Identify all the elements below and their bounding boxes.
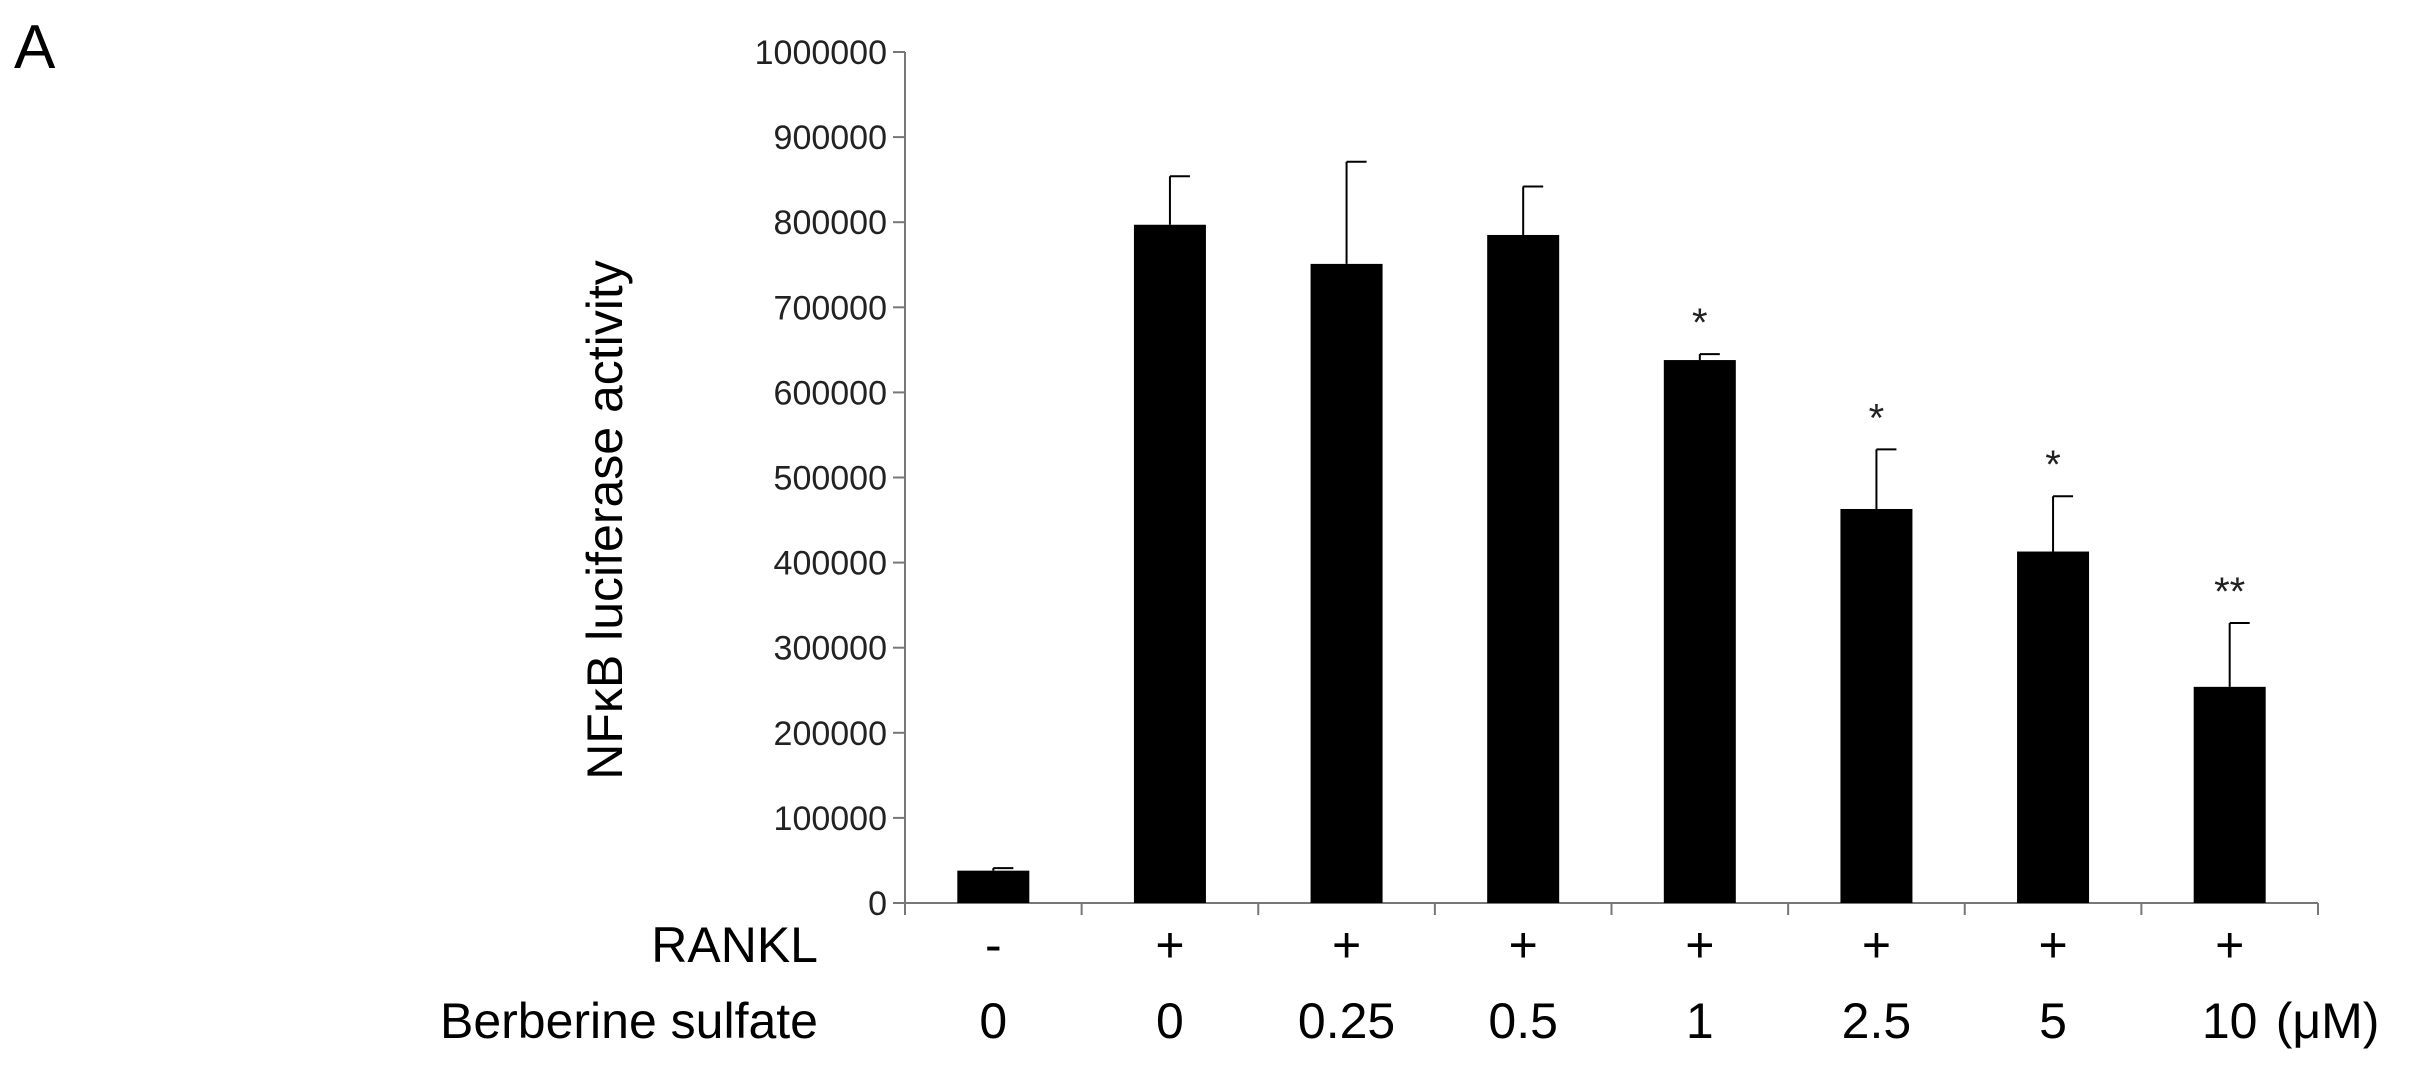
condition-value: + [1509,917,1538,973]
y-tick-label: 800000 [774,204,887,242]
condition-value: + [2215,917,2244,973]
significance-label: * [2045,443,2061,487]
condition-value: 2.5 [1842,993,1912,1049]
condition-value: + [1155,917,1184,973]
y-axis: 0 100000 200000 300000 400000 500000 600000 700… [755,34,906,923]
condition-value: 5 [2039,993,2067,1049]
condition-value: 0 [979,993,1007,1049]
y-tick-label: 500000 [774,460,887,498]
condition-value: 0 [1156,993,1184,1049]
condition-value: 1 [1686,993,1714,1049]
bar [1663,360,1736,903]
bar [1310,263,1383,903]
y-tick-label: 0 [868,885,887,923]
condition-rows: RANKL - + + + + + + + Berberine sulfate 0 0 0.25 0.5 1… [440,917,2379,1049]
condition-value: - [985,917,1002,973]
y-tick-label: 100000 [774,800,887,838]
condition-value: 10 [2202,993,2258,1049]
bar [957,870,1030,903]
condition-value: + [1332,917,1361,973]
condition-row-label: RANKL [651,917,818,973]
significance-label: * [1869,396,1885,440]
condition-value: + [1685,917,1714,973]
y-tick-label: 200000 [774,715,887,753]
bar [2193,686,2266,903]
panel-label: A [14,13,56,82]
y-tick-label: 900000 [774,119,887,157]
y-tick-label: 600000 [774,374,887,412]
y-tick-label: 1000000 [755,34,887,72]
bars [957,224,2266,904]
y-tick-label: 700000 [774,289,887,327]
x-axis [904,902,2319,915]
condition-unit: (μM) [2276,993,2380,1049]
y-tick-label: 300000 [774,630,887,668]
bar [1840,508,1913,903]
error-bars [992,160,2250,871]
condition-value: 0.25 [1298,993,1395,1049]
condition-row-label: Berberine sulfate [440,993,818,1049]
condition-value: + [1862,917,1891,973]
condition-value: 0.5 [1488,993,1558,1049]
significance-annotations: ***** [1692,301,2245,614]
bar [2017,551,2090,903]
condition-value: + [2038,917,2067,973]
significance-label: * [1692,301,1708,345]
bar [1487,234,1560,904]
y-tick-label: 400000 [774,545,887,583]
bar [1133,224,1206,904]
significance-label: ** [2214,570,2245,614]
y-axis-title: NFκB luciferase activity [577,260,633,780]
